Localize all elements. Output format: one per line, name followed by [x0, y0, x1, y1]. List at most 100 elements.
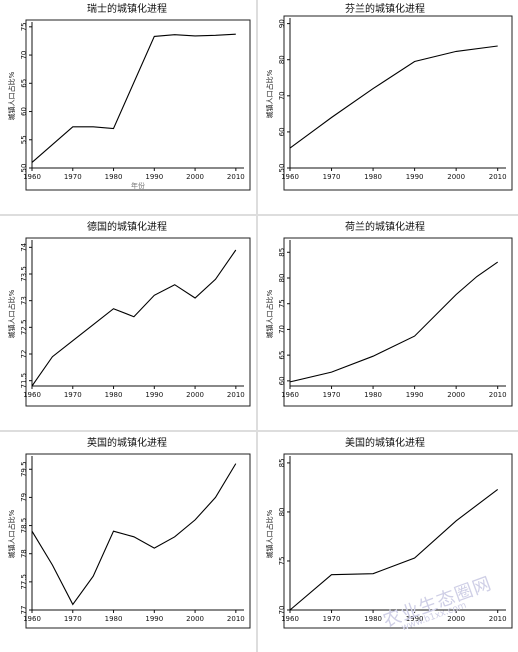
- chart-title: 英国的城镇化进程: [87, 436, 167, 449]
- chart-panel-germany: 德国的城镇化进程 71.5 72 72.5 73 73.5 74 1960 1970 1980 19…: [2, 218, 254, 428]
- y-tick-label: 65: [278, 351, 286, 360]
- chart-panel-switzerland: 瑞士的城镇化进程 50 55 60 65 70 75 1960 1970 1980 1990 2000…: [2, 0, 254, 212]
- y-tick-label: 75: [278, 299, 286, 308]
- chart-title: 美国的城镇化进程: [345, 436, 425, 449]
- x-tick-label: 2010: [489, 615, 507, 623]
- chart-title: 荷兰的城镇化进程: [345, 220, 425, 233]
- x-tick-label: 1960: [281, 391, 299, 399]
- x-tick-label: 1970: [64, 615, 82, 623]
- x-axis-label: 年份: [131, 181, 145, 190]
- x-tick-label: 2000: [447, 391, 465, 399]
- y-tick-label: 77: [20, 606, 28, 615]
- y-tick-label: 72.5: [20, 320, 28, 336]
- x-tick-label: 2000: [186, 173, 204, 181]
- x-tick-label: 1970: [64, 173, 82, 181]
- x-tick-label: 1980: [364, 615, 382, 623]
- chart-panel-uk: 英国的城镇化进程 77 77.5 78 78.5 79 79.5 1960 1970 1980 19…: [2, 434, 254, 650]
- chart-panel-finland: 芬兰的城镇化进程 50 60 70 80 90 1960 1970 1980 1990 2000 20…: [260, 0, 516, 212]
- chart-title: 德国的城镇化进程: [87, 220, 167, 233]
- y-tick-label: 55: [20, 135, 28, 144]
- chart-svg: 荷兰的城镇化进程 60 65 70 75 80 85 1960 1970 1980 1990 2000…: [265, 220, 513, 407]
- y-axis-label: 城镇人口占比%: [7, 71, 16, 120]
- panel-divider: [0, 430, 518, 432]
- x-tick-label: 1990: [145, 173, 163, 181]
- x-tick-label: 2010: [489, 391, 507, 399]
- x-tick-label: 1970: [323, 615, 341, 623]
- x-tick-label: 2010: [489, 173, 507, 181]
- chart-title: 瑞士的城镇化进程: [87, 2, 167, 15]
- y-tick-label: 78.5: [20, 518, 28, 534]
- chart-svg: 美国的城镇化进程 70 75 80 85 1960 1970 1980 1990 2000 2010…: [265, 436, 513, 629]
- x-tick-label: 1970: [64, 391, 82, 399]
- chart-panel-usa: 美国的城镇化进程 70 75 80 85 1960 1970 1980 1990 2000 2010…: [260, 434, 516, 650]
- x-tick-label: 1980: [105, 173, 123, 181]
- x-tick-label: 1970: [323, 173, 341, 181]
- x-tick-label: 2000: [186, 615, 204, 623]
- x-tick-label: 1960: [281, 173, 299, 181]
- y-tick-label: 65: [20, 79, 28, 88]
- y-axis-label: 城镇人口占比%: [265, 69, 274, 118]
- data-line: [289, 488, 499, 611]
- x-tick-label: 1960: [23, 173, 41, 181]
- y-tick-label: 85: [278, 248, 286, 257]
- x-tick-label: 1990: [145, 615, 163, 623]
- x-tick-label: 1960: [23, 615, 41, 623]
- x-tick-label: 1990: [145, 391, 163, 399]
- y-tick-label: 80: [278, 55, 286, 64]
- chart-svg: 德国的城镇化进程 71.5 72 72.5 73 73.5 74 1960 1970 1980 19…: [7, 220, 251, 407]
- plot-frame: [25, 453, 251, 629]
- data-line: [31, 463, 237, 606]
- chart-svg: 英国的城镇化进程 77 77.5 78 78.5 79 79.5 1960 1970 1980 19…: [7, 436, 251, 629]
- y-tick-label: 50: [20, 164, 28, 173]
- data-line: [31, 33, 236, 163]
- plot-frame: [283, 237, 513, 407]
- y-tick-label: 71.5: [20, 373, 28, 389]
- y-axis-label: 城镇人口占比%: [7, 289, 16, 338]
- y-tick-label: 60: [278, 376, 286, 385]
- y-tick-label: 60: [278, 127, 286, 136]
- chart-svg: 瑞士的城镇化进程 50 55 60 65 70 75 1960 1970 1980 1990 2000…: [7, 2, 251, 191]
- y-tick-label: 70: [278, 325, 286, 334]
- data-line: [289, 45, 498, 149]
- y-tick-label: 70: [278, 606, 286, 615]
- x-tick-label: 1980: [364, 173, 382, 181]
- x-tick-label: 1980: [364, 391, 382, 399]
- x-tick-label: 2010: [227, 615, 245, 623]
- y-tick-label: 78: [20, 549, 28, 558]
- y-axis-label: 城镇人口占比%: [7, 509, 16, 558]
- y-tick-label: 80: [278, 507, 286, 516]
- y-tick-label: 73: [20, 296, 28, 305]
- y-tick-label: 60: [20, 107, 28, 116]
- chart-title: 芬兰的城镇化进程: [345, 2, 425, 15]
- y-tick-label: 50: [278, 164, 286, 173]
- y-tick-label: 70: [278, 91, 286, 100]
- y-tick-label: 75: [278, 557, 286, 566]
- data-line: [289, 261, 499, 383]
- y-tick-label: 74: [20, 242, 28, 251]
- x-tick-label: 1960: [281, 615, 299, 623]
- x-tick-label: 2000: [447, 615, 465, 623]
- x-tick-label: 1990: [406, 391, 424, 399]
- plot-frame: [25, 19, 251, 191]
- x-tick-label: 1970: [323, 391, 341, 399]
- panel-divider: [0, 214, 518, 216]
- plot-frame: [283, 15, 513, 191]
- y-tick-label: 79.5: [20, 461, 28, 477]
- y-tick-label: 80: [278, 274, 286, 283]
- y-tick-label: 77.5: [20, 574, 28, 590]
- chart-panel-netherlands: 荷兰的城镇化进程 60 65 70 75 80 85 1960 1970 1980 1990 2000…: [260, 218, 516, 428]
- y-tick-label: 72: [20, 350, 28, 359]
- x-tick-label: 2010: [227, 173, 245, 181]
- y-tick-label: 90: [278, 19, 286, 28]
- plot-frame: [283, 453, 513, 629]
- panel-divider: [256, 0, 258, 652]
- y-tick-label: 73.5: [20, 266, 28, 282]
- y-tick-label: 85: [278, 458, 286, 467]
- x-tick-label: 2010: [227, 391, 245, 399]
- chart-svg: 芬兰的城镇化进程 50 60 70 80 90 1960 1970 1980 1990 2000 20…: [265, 2, 513, 191]
- y-axis-label: 城镇人口占比%: [265, 509, 274, 558]
- data-line: [31, 249, 237, 387]
- x-tick-label: 1960: [23, 391, 41, 399]
- y-axis-label: 城镇人口占比%: [265, 289, 274, 338]
- y-tick-label: 70: [20, 51, 28, 60]
